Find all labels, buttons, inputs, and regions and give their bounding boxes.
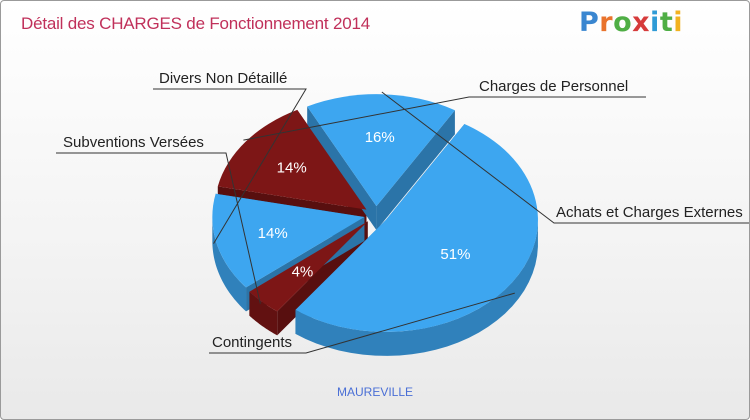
slice-wall (212, 218, 247, 312)
callout-line (381, 91, 749, 224)
slice-wall (249, 291, 278, 336)
callout-line (153, 88, 307, 244)
logo-letter: x (632, 7, 651, 38)
callout-lines: Charges de Personnel Achats et Charges Ex… (56, 70, 749, 354)
slice-percent-label: 51% (440, 246, 470, 263)
logo-letter: t (659, 7, 674, 38)
logo-letter: o (613, 7, 633, 38)
slice-percent-label: 14% (258, 225, 288, 242)
slice-achats-et-charges-externes (307, 94, 455, 207)
pie-tops (212, 94, 538, 332)
chart-title: Détail des CHARGES de Fonctionnement 201… (21, 14, 370, 33)
callout-line (56, 152, 261, 304)
callout-line (243, 96, 646, 141)
slice-category-label: Subventions Versées (63, 134, 204, 151)
slice-contingents (295, 124, 538, 332)
slice-percent-label: 4% (292, 263, 314, 280)
logo-letter: r (599, 7, 614, 38)
slice-percent-label: 16% (365, 129, 395, 146)
slice-category-label: Achats et Charges Externes (556, 204, 743, 221)
proxiti-logo: Proxiti (579, 7, 683, 41)
slice-subventions-versees (249, 221, 368, 312)
slice-divers-non-detaille (212, 193, 365, 288)
slice-wall (295, 222, 538, 356)
logo-letter: i (673, 7, 683, 38)
logo-letter: i (650, 7, 660, 38)
slice-category-label: Contingents (212, 334, 292, 351)
slice-category-label: Divers Non Détaillé (159, 70, 287, 87)
slice-charges-de-personnel (217, 109, 367, 210)
slice-category-label: Charges de Personnel (479, 78, 628, 95)
callout-line (209, 292, 515, 354)
slice-percent-label: 14% (277, 159, 307, 176)
commune-name: MAUREVILLE (336, 385, 414, 399)
pie-labels: 14% 16% 51% 4% 14% (258, 129, 471, 281)
logo-letter: P (578, 7, 600, 38)
slice-side (376, 110, 455, 231)
